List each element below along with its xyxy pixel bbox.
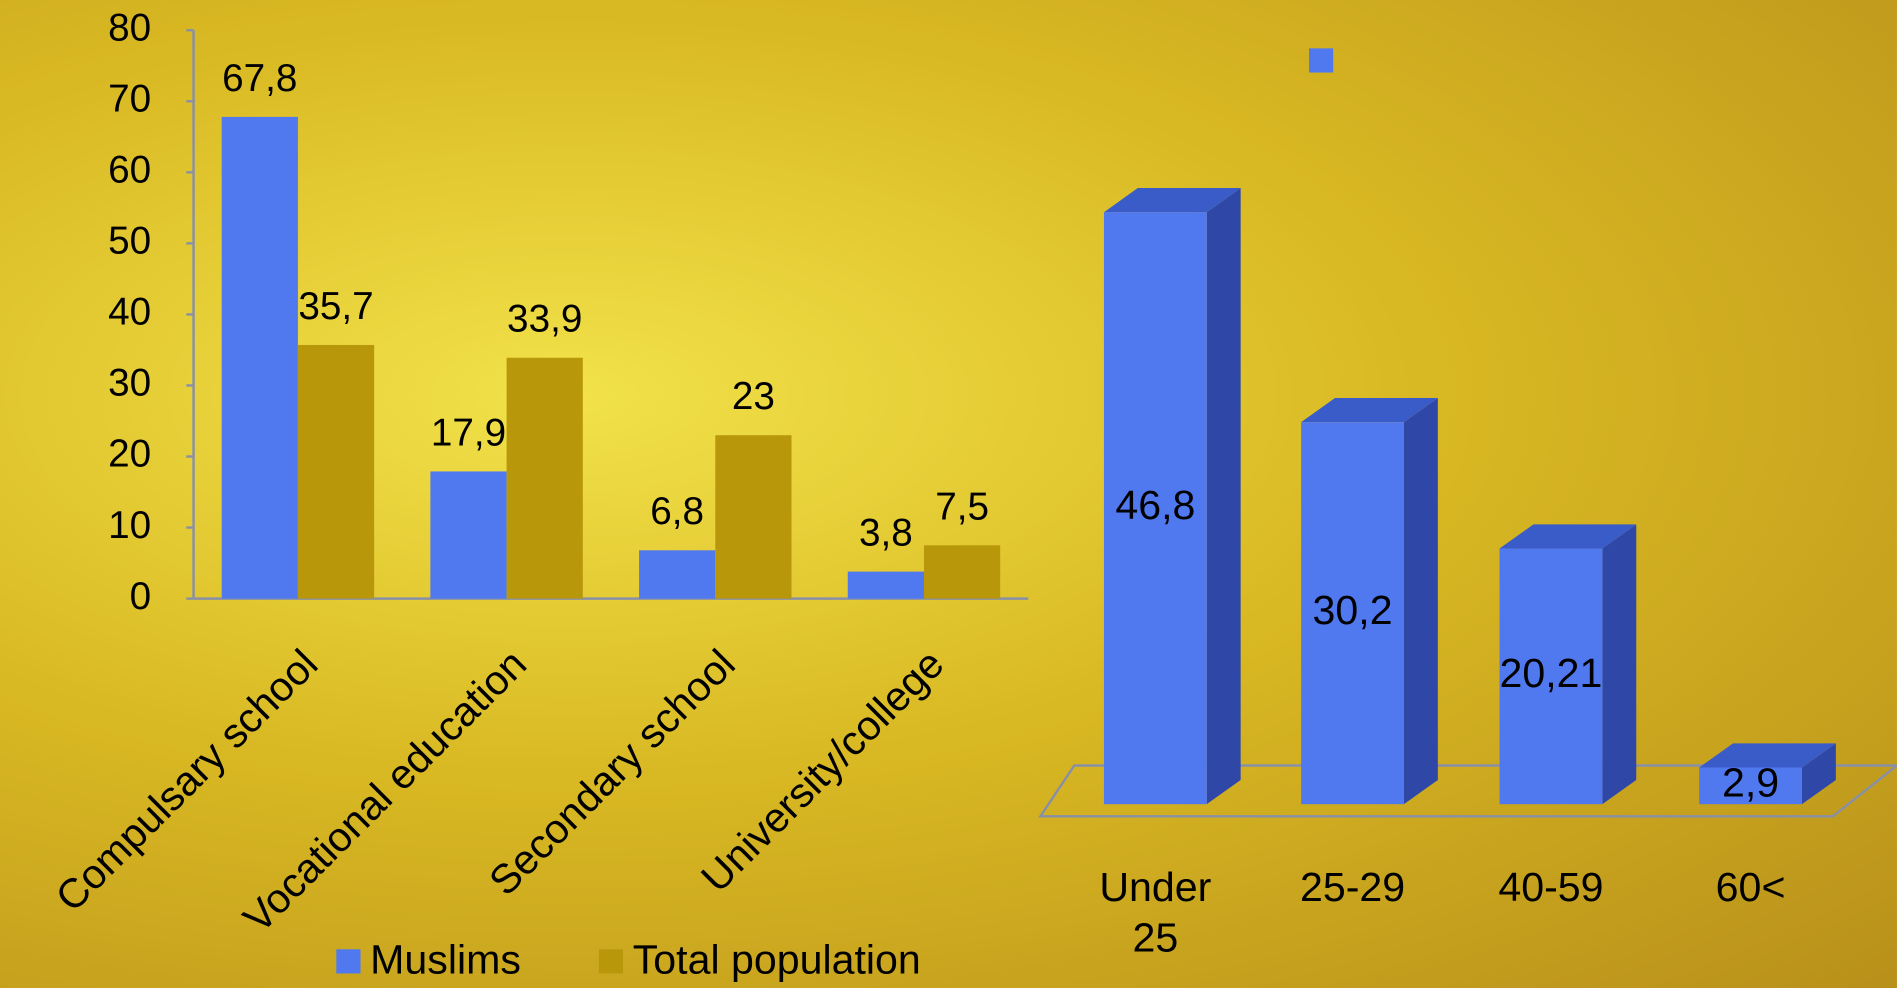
bar-top xyxy=(1699,743,1836,768)
y-tick-label: 30 xyxy=(108,362,151,405)
bar xyxy=(847,571,924,599)
y-tick-label: 40 xyxy=(108,291,151,334)
x-tick-label: Under 25 xyxy=(1099,864,1212,962)
x-tick-label: 40-59 xyxy=(1498,864,1604,911)
bar-front xyxy=(1103,212,1207,805)
legend-label: Muslims xyxy=(370,936,521,982)
value-label: 20,21 xyxy=(1500,650,1603,696)
y-tick-label: 0 xyxy=(130,575,152,618)
legend-label: Total population xyxy=(633,936,921,982)
value-label: 7,5 xyxy=(935,485,989,528)
x-tick-label: 60< xyxy=(1715,864,1786,911)
legend-swatch xyxy=(336,949,361,974)
value-label: 2,9 xyxy=(1722,760,1779,806)
value-label: 30,2 xyxy=(1313,587,1393,633)
bar-front xyxy=(1699,767,1802,805)
bar-side xyxy=(1206,188,1241,805)
bar xyxy=(639,550,716,599)
bar xyxy=(506,357,583,599)
bar-side xyxy=(1801,743,1836,805)
bar-front xyxy=(1499,548,1603,805)
bar-top xyxy=(1301,397,1438,423)
y-tick-label: 50 xyxy=(108,220,151,263)
bar-3d xyxy=(1499,524,1637,805)
bar xyxy=(221,116,298,599)
x-tick-label: 25-29 xyxy=(1299,864,1406,911)
bar-side xyxy=(1403,397,1438,805)
y-tick-label: 10 xyxy=(108,504,151,547)
bar xyxy=(923,545,1001,599)
y-tick-label: 70 xyxy=(108,78,151,121)
bar-3d xyxy=(1699,743,1836,805)
value-label: 35,7 xyxy=(298,285,373,328)
bar xyxy=(715,435,792,599)
bar xyxy=(430,471,507,599)
y-tick-label: 60 xyxy=(108,149,151,192)
bar xyxy=(297,344,375,599)
bar-3d xyxy=(1103,188,1241,805)
value-label: 17,9 xyxy=(431,411,506,454)
value-label: 46,8 xyxy=(1115,482,1195,528)
value-label: 33,9 xyxy=(507,298,582,341)
bar-top xyxy=(1499,524,1637,549)
y-tick-label: 20 xyxy=(108,433,151,476)
bar-top xyxy=(1103,188,1241,213)
value-label: 3,8 xyxy=(859,512,913,555)
legend-swatch xyxy=(598,949,624,974)
value-label: 67,8 xyxy=(222,57,297,100)
bar-3d xyxy=(1301,397,1438,805)
y-tick-label: 80 xyxy=(108,6,151,49)
bar-side xyxy=(1602,524,1637,805)
value-label: 23 xyxy=(732,375,775,418)
bar-front xyxy=(1301,422,1404,805)
value-label: 6,8 xyxy=(650,490,704,533)
legend-swatch xyxy=(1309,48,1334,73)
